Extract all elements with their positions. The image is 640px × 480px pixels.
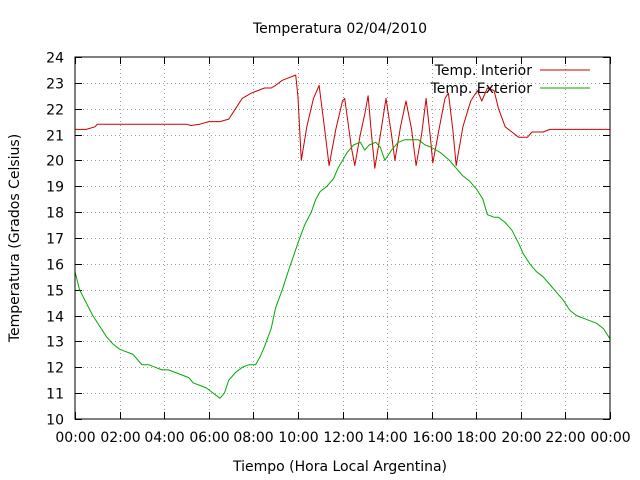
x-tick-label: 20:00 bbox=[501, 430, 541, 446]
x-tick-label: 18:00 bbox=[456, 430, 496, 446]
x-tick-label: 00:00 bbox=[590, 430, 630, 446]
legend-label-exterior: Temp. Exterior bbox=[430, 81, 533, 97]
x-tick-label: 22:00 bbox=[545, 430, 585, 446]
series-lines bbox=[74, 74, 611, 399]
y-tick-label: 21 bbox=[46, 129, 64, 145]
legend-label-interior: Temp. Interior bbox=[434, 63, 533, 79]
x-tick-label: 08:00 bbox=[233, 430, 273, 446]
y-tick-label: 14 bbox=[46, 310, 64, 326]
x-tick-labels: 00:00 02:00 04:00 06:00 08:00 10:00 12:00 14:00… bbox=[55, 430, 630, 446]
series-line-exterior bbox=[74, 139, 611, 399]
x-tick-label: 04:00 bbox=[144, 430, 184, 446]
y-tick-label: 20 bbox=[46, 154, 64, 170]
x-tick-label: 14:00 bbox=[367, 430, 407, 446]
y-tick-label: 10 bbox=[46, 413, 64, 429]
y-tick-labels: 10 11 12 13 14 15 16 17 18 19 20 21 22 23 24 bbox=[46, 51, 64, 429]
y-tick-label: 24 bbox=[46, 51, 64, 67]
x-axis-label: Tiempo (Hora Local Argentina) bbox=[232, 459, 447, 475]
plot-frame bbox=[74, 56, 611, 420]
y-tick-label: 12 bbox=[46, 361, 64, 377]
y-tick-label: 23 bbox=[46, 77, 64, 93]
x-tick-label: 10:00 bbox=[278, 430, 318, 446]
x-tick-label: 16:00 bbox=[412, 430, 452, 446]
y-tick-label: 22 bbox=[46, 103, 64, 119]
y-tick-label: 19 bbox=[46, 180, 64, 196]
x-tick-label: 02:00 bbox=[100, 430, 140, 446]
y-tick-label: 15 bbox=[46, 284, 64, 300]
x-tick-label: 00:00 bbox=[55, 430, 95, 446]
y-tick-label: 13 bbox=[46, 335, 64, 351]
x-tick-label: 06:00 bbox=[189, 430, 229, 446]
chart-title: Temperatura 02/04/2010 bbox=[252, 21, 427, 37]
y-tick-label: 11 bbox=[46, 387, 64, 403]
y-axis-label: Temperatura (Grados Celsius) bbox=[7, 134, 23, 343]
x-tick-label: 12:00 bbox=[323, 430, 363, 446]
y-tick-label: 16 bbox=[46, 258, 64, 274]
y-tick-label: 18 bbox=[46, 206, 64, 222]
y-tick-label: 17 bbox=[46, 232, 64, 248]
legend: Temp. Interior Temp. Exterior bbox=[430, 63, 590, 97]
grid-lines bbox=[75, 57, 610, 419]
series-line-interior bbox=[75, 74, 610, 169]
